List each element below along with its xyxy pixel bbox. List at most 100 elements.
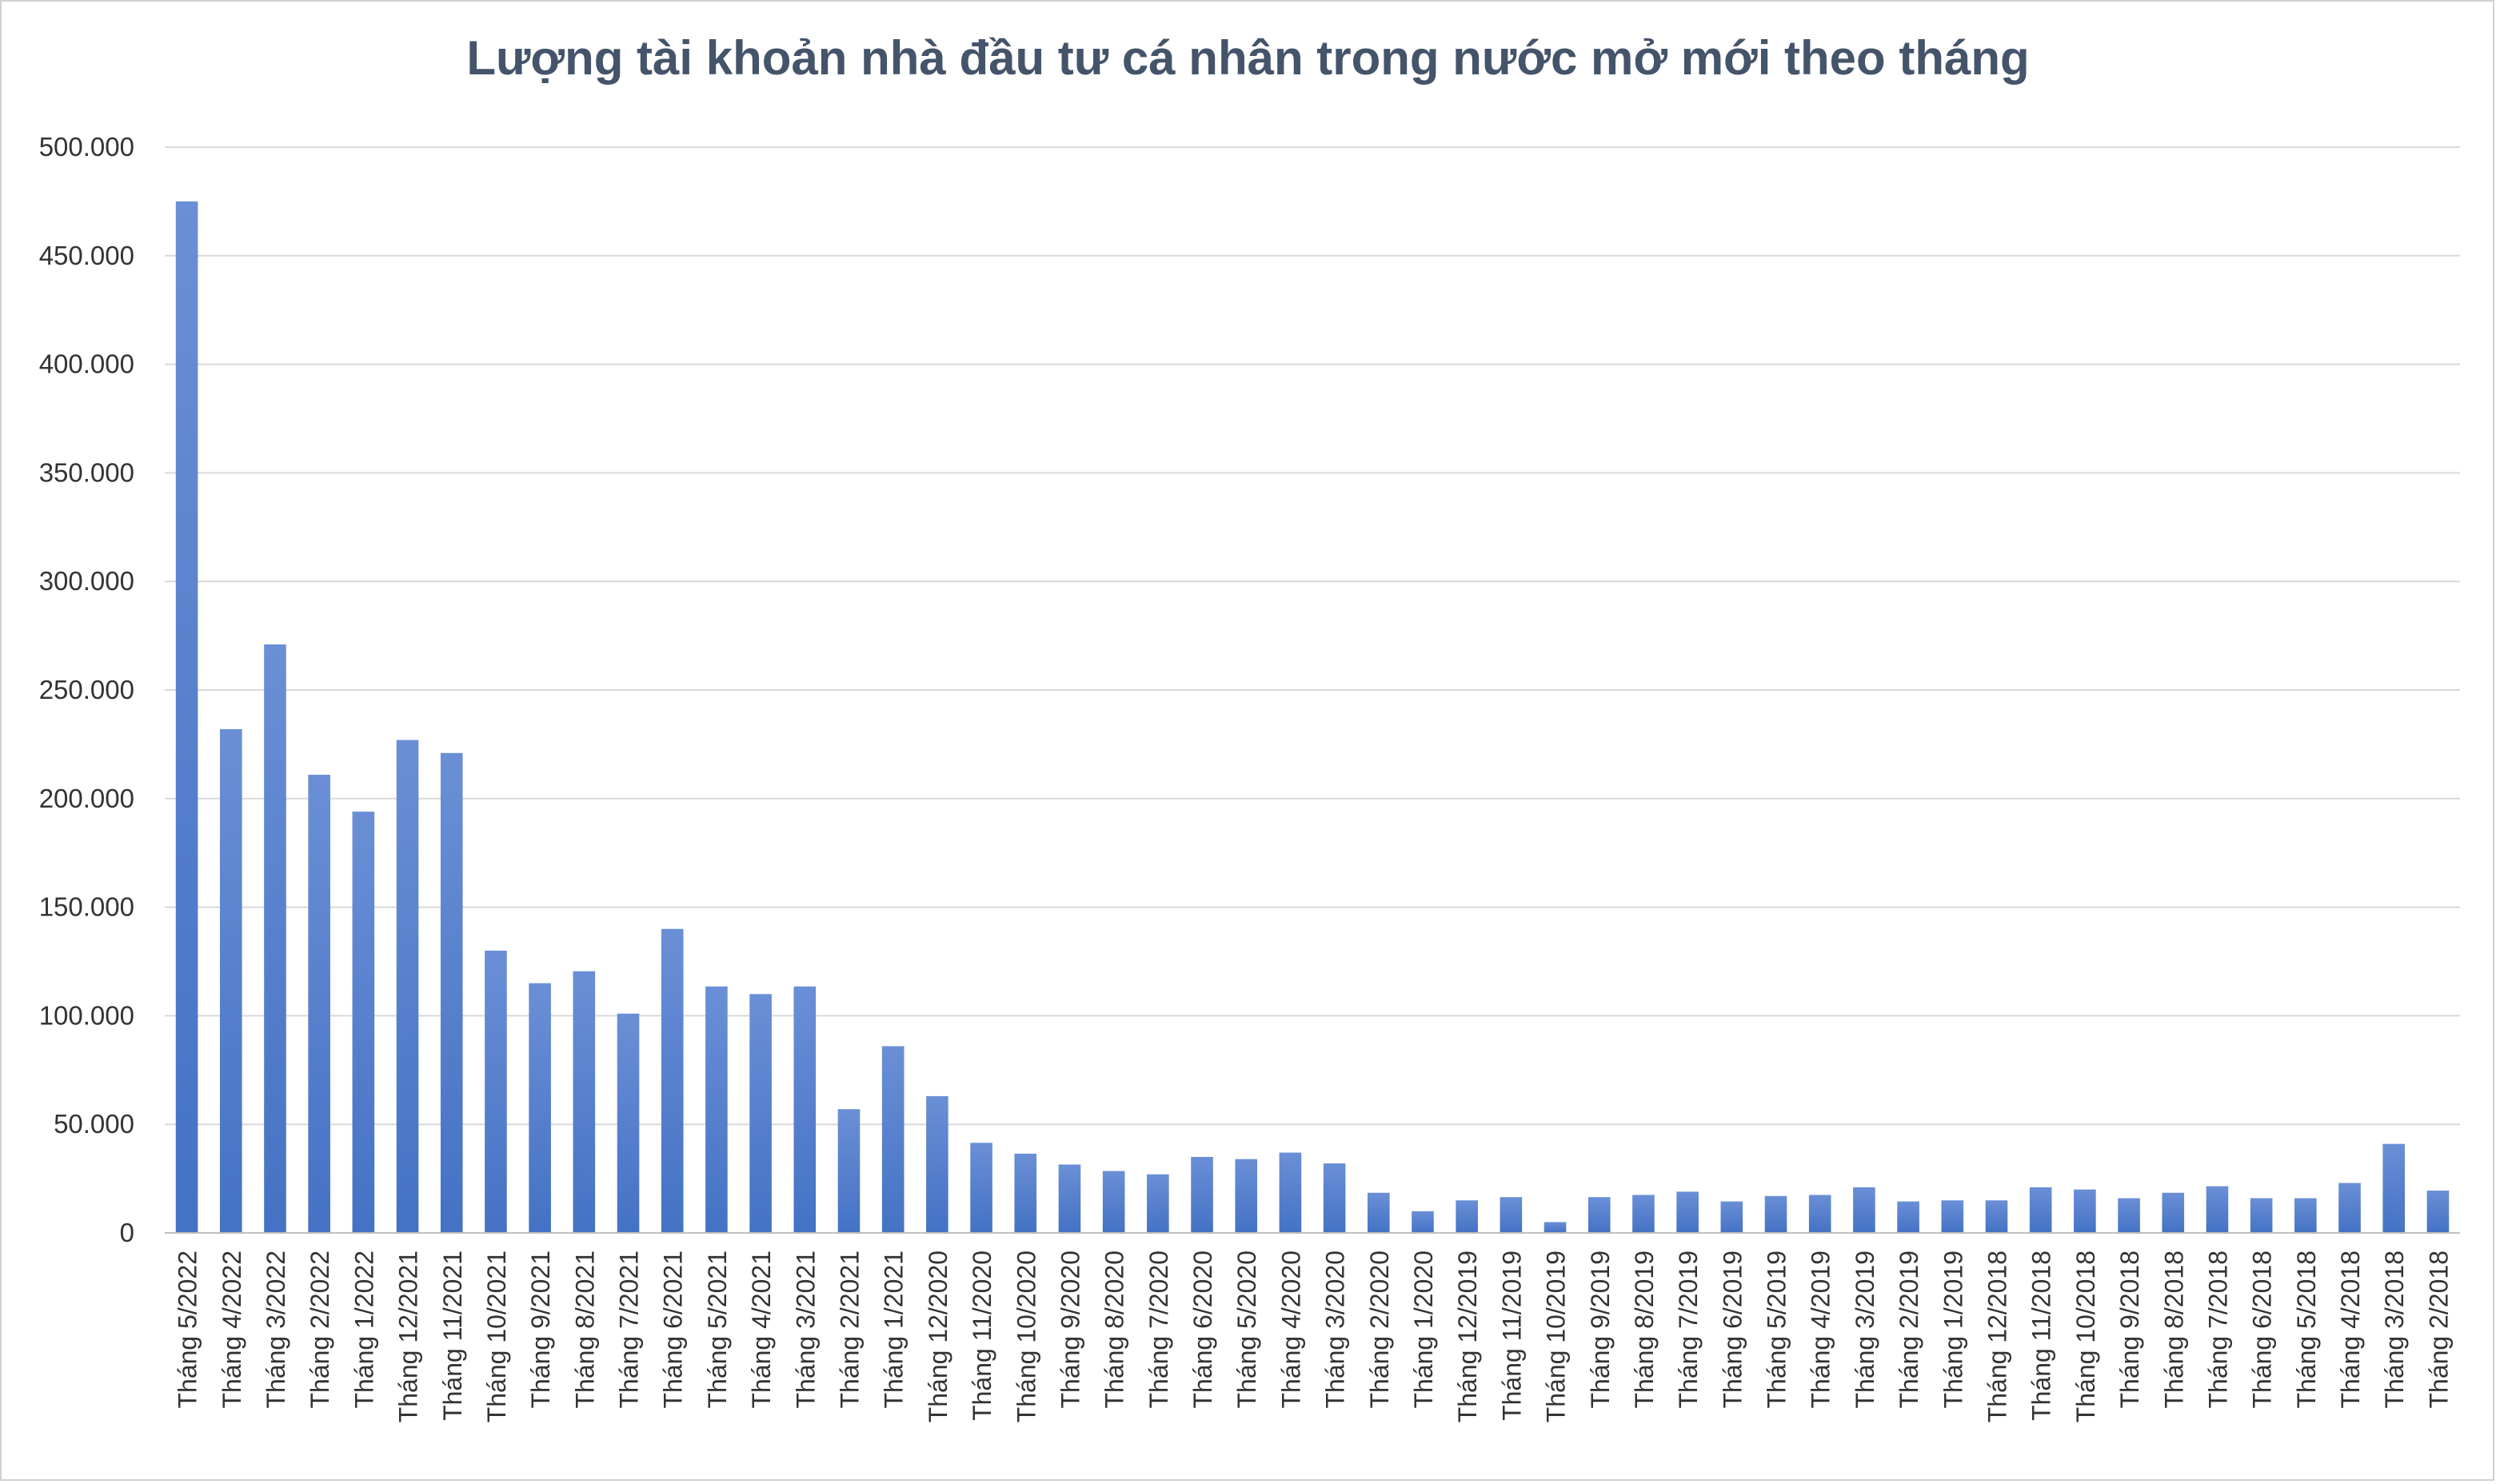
x-tick-label: Tháng 6/2018 xyxy=(2248,1251,2277,1409)
bar xyxy=(1808,1195,1831,1233)
bar xyxy=(926,1095,948,1233)
y-tick-label: 0 xyxy=(120,1218,134,1247)
bar xyxy=(1853,1187,1875,1233)
bar xyxy=(264,644,286,1233)
bar xyxy=(1014,1153,1037,1233)
x-tick-label: Tháng 3/2020 xyxy=(1321,1251,1350,1409)
x-tick-label: Tháng 11/2021 xyxy=(438,1251,467,1421)
x-tick-label: Tháng 8/2019 xyxy=(1630,1251,1659,1409)
x-tick-label: Tháng 8/2018 xyxy=(2159,1251,2188,1409)
bar xyxy=(1235,1159,1258,1233)
x-tick-label: Tháng 12/2020 xyxy=(924,1251,952,1422)
bar xyxy=(1632,1195,1655,1233)
bar xyxy=(1367,1192,1390,1233)
bar xyxy=(970,1143,992,1233)
bar xyxy=(2294,1198,2317,1233)
x-tick-label: Tháng 8/2020 xyxy=(1100,1251,1129,1409)
x-tick-label: Tháng 7/2021 xyxy=(615,1251,644,1409)
bar xyxy=(175,201,198,1233)
x-tick-label: Tháng 9/2020 xyxy=(1056,1251,1084,1409)
bar xyxy=(749,994,772,1233)
bar xyxy=(440,752,463,1233)
x-tick-label: Tháng 3/2022 xyxy=(262,1251,290,1409)
y-tick-label: 300.000 xyxy=(39,566,134,596)
bar xyxy=(1102,1171,1125,1233)
x-tick-label: Tháng 3/2018 xyxy=(2380,1251,2409,1409)
bar xyxy=(573,971,596,1233)
x-tick-label: Tháng 2/2021 xyxy=(835,1251,864,1409)
x-tick-label: Tháng 10/2020 xyxy=(1012,1251,1040,1422)
bar xyxy=(1897,1201,1919,1233)
x-axis-labels: Tháng 5/2022 Tháng 4/2022 Tháng 3/2022 Thán… xyxy=(174,1251,2454,1422)
x-tick-label: Tháng 6/2020 xyxy=(1188,1251,1217,1409)
bar xyxy=(1147,1174,1169,1233)
x-tick-label: Tháng 2/2019 xyxy=(1895,1251,1923,1409)
bar xyxy=(219,728,242,1233)
bar xyxy=(485,950,507,1233)
y-tick-label: 500.000 xyxy=(39,132,134,162)
bar xyxy=(2426,1191,2450,1233)
x-tick-label: Tháng 12/2019 xyxy=(1453,1251,1482,1422)
x-tick-label: Tháng 11/2018 xyxy=(2027,1251,2056,1421)
bar xyxy=(1587,1197,1611,1233)
x-tick-label: Tháng 9/2018 xyxy=(2115,1251,2144,1409)
x-tick-label: Tháng 7/2020 xyxy=(1144,1251,1173,1409)
x-tick-label: Tháng 4/2018 xyxy=(2336,1251,2365,1409)
x-tick-label: Tháng 11/2020 xyxy=(968,1251,996,1421)
x-tick-label: Tháng 1/2020 xyxy=(1409,1251,1438,1409)
x-tick-label: Tháng 6/2019 xyxy=(1718,1251,1747,1409)
bar xyxy=(1191,1156,1213,1233)
x-tick-label: Tháng 4/2022 xyxy=(218,1251,246,1409)
x-tick-label: Tháng 5/2019 xyxy=(1763,1251,1791,1409)
x-tick-label: Tháng 8/2021 xyxy=(570,1251,599,1409)
gridlines xyxy=(165,146,2460,1126)
bar xyxy=(1544,1222,1567,1233)
x-tick-label: Tháng 12/2021 xyxy=(394,1251,423,1422)
x-tick-label: Tháng 4/2021 xyxy=(747,1251,776,1409)
x-tick-label: Tháng 11/2019 xyxy=(1497,1251,1526,1421)
x-tick-label: Tháng 10/2021 xyxy=(482,1251,511,1422)
bar xyxy=(2382,1143,2406,1233)
bar xyxy=(2162,1192,2185,1233)
x-tick-label: Tháng 12/2018 xyxy=(1983,1251,2011,1422)
y-tick-label: 50.000 xyxy=(54,1109,134,1139)
y-axis-ticks: 0 50.000 100.000 150.000 200.000 250.000 300.0… xyxy=(39,132,134,1247)
y-tick-label: 450.000 xyxy=(39,241,134,270)
x-tick-label: Tháng 1/2022 xyxy=(349,1251,378,1409)
x-tick-label: Tháng 1/2021 xyxy=(880,1251,909,1409)
y-tick-label: 150.000 xyxy=(39,892,134,922)
bar xyxy=(1941,1200,1964,1233)
bar xyxy=(2206,1186,2229,1233)
bar xyxy=(793,986,817,1233)
x-tick-label: Tháng 4/2019 xyxy=(1807,1251,1835,1409)
bar xyxy=(1500,1197,1523,1233)
x-tick-label: Tháng 2/2022 xyxy=(306,1251,334,1409)
bar xyxy=(1456,1200,1478,1233)
bar xyxy=(529,983,551,1233)
bar xyxy=(396,740,419,1233)
y-tick-label: 100.000 xyxy=(39,1000,134,1030)
x-tick-label: Tháng 5/2020 xyxy=(1232,1251,1261,1409)
bar xyxy=(617,1013,640,1233)
x-tick-label: Tháng 2/2020 xyxy=(1365,1251,1394,1409)
x-tick-label: Tháng 10/2019 xyxy=(1542,1251,1571,1422)
bar xyxy=(1985,1200,2008,1233)
y-tick-label: 200.000 xyxy=(39,784,134,813)
x-tick-label: Tháng 7/2018 xyxy=(2203,1251,2232,1409)
bar xyxy=(705,986,728,1233)
bar xyxy=(2250,1198,2273,1233)
x-tick-label: Tháng 5/2021 xyxy=(703,1251,732,1409)
x-tick-label: Tháng 9/2019 xyxy=(1586,1251,1615,1409)
bar xyxy=(837,1109,861,1233)
x-tick-label: Tháng 5/2022 xyxy=(174,1251,202,1409)
x-tick-label: Tháng 9/2021 xyxy=(526,1251,555,1409)
bars xyxy=(175,201,2450,1233)
bar xyxy=(308,774,330,1233)
y-tick-label: 250.000 xyxy=(39,675,134,704)
bar xyxy=(1323,1163,1346,1233)
bar xyxy=(661,928,684,1233)
x-tick-label: Tháng 3/2021 xyxy=(791,1251,820,1409)
y-tick-label: 350.000 xyxy=(39,457,134,487)
bar xyxy=(2029,1187,2052,1233)
